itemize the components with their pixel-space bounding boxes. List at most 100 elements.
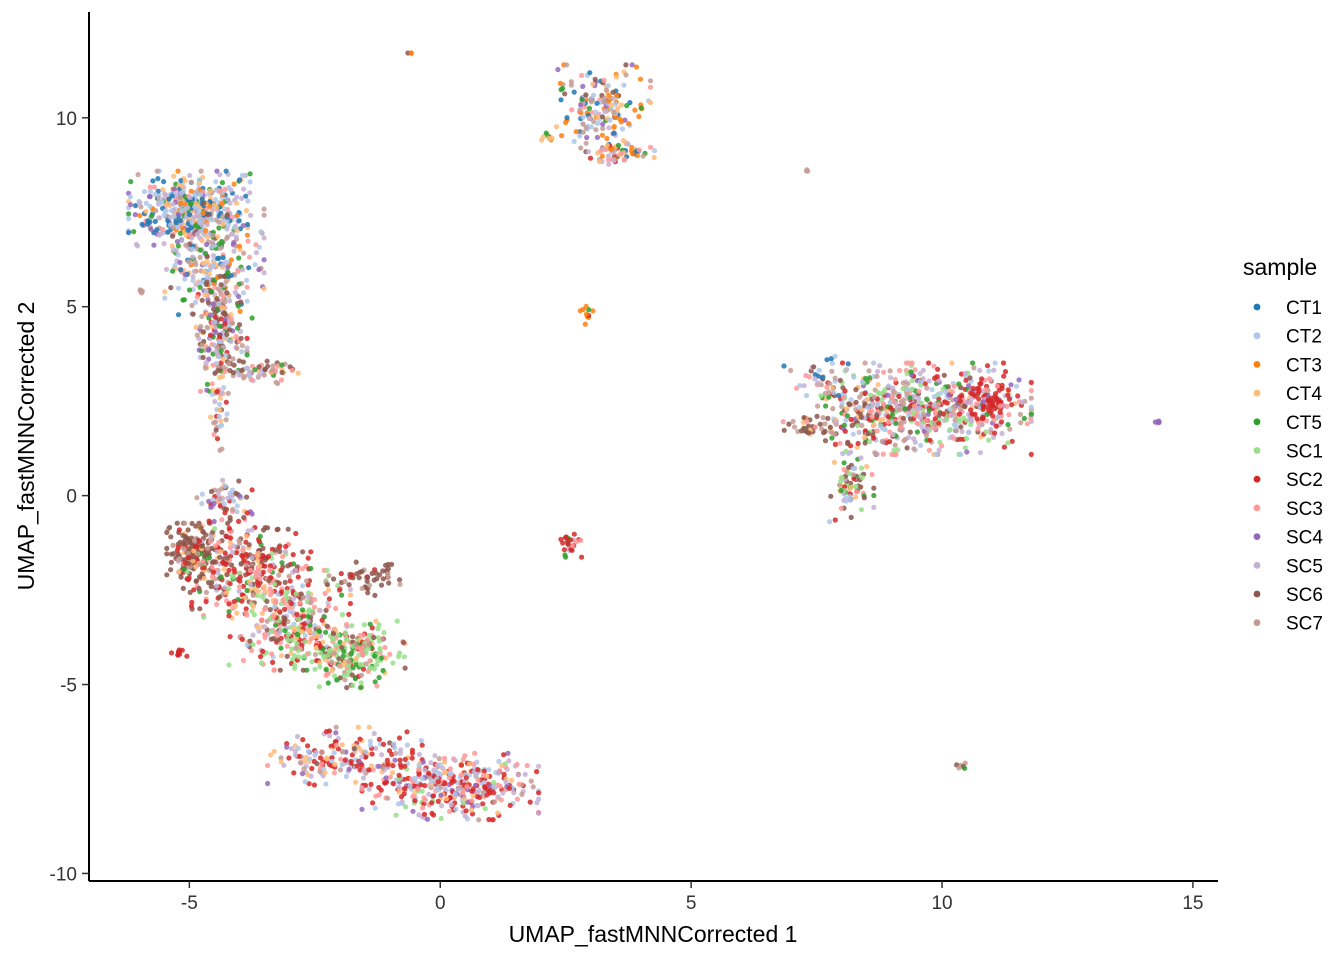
data-point bbox=[238, 561, 244, 567]
data-point bbox=[359, 585, 365, 592]
data-point bbox=[217, 172, 223, 178]
data-point bbox=[384, 757, 390, 763]
data-point bbox=[314, 761, 320, 767]
data-point bbox=[190, 273, 196, 280]
data-point bbox=[194, 189, 200, 195]
data-point bbox=[358, 680, 364, 686]
data-point bbox=[253, 250, 259, 256]
data-point bbox=[269, 651, 275, 657]
data-point bbox=[175, 168, 181, 174]
data-point bbox=[239, 172, 245, 179]
data-point bbox=[177, 230, 184, 236]
data-point bbox=[231, 498, 237, 504]
data-point bbox=[267, 592, 274, 598]
data-point bbox=[611, 130, 617, 136]
data-point bbox=[373, 570, 379, 576]
data-point bbox=[346, 766, 352, 772]
data-point bbox=[812, 376, 818, 382]
data-point bbox=[474, 794, 480, 800]
data-point bbox=[196, 207, 202, 214]
data-point bbox=[851, 476, 857, 482]
data-point bbox=[234, 200, 240, 206]
data-point bbox=[296, 654, 302, 660]
data-point bbox=[326, 596, 332, 602]
data-point bbox=[255, 625, 261, 631]
data-point bbox=[272, 581, 278, 587]
data-point bbox=[290, 637, 296, 643]
data-point bbox=[250, 592, 256, 598]
data-point bbox=[229, 487, 236, 493]
data-point bbox=[786, 421, 792, 427]
data-point bbox=[208, 504, 214, 510]
y-tick-label: 0 bbox=[66, 487, 77, 508]
data-point bbox=[372, 805, 378, 811]
data-point bbox=[171, 214, 177, 220]
data-point bbox=[1008, 382, 1014, 388]
data-point bbox=[953, 396, 959, 403]
data-point bbox=[387, 774, 393, 780]
data-point bbox=[181, 546, 187, 552]
data-point bbox=[171, 173, 177, 179]
data-point bbox=[892, 376, 898, 382]
data-point bbox=[422, 783, 428, 789]
data-point bbox=[534, 800, 540, 806]
data-point bbox=[847, 402, 853, 408]
data-point bbox=[534, 769, 540, 775]
data-point bbox=[330, 631, 337, 637]
data-point bbox=[210, 569, 217, 575]
data-point bbox=[217, 395, 223, 401]
data-point bbox=[462, 813, 468, 819]
data-point bbox=[350, 634, 356, 640]
data-point bbox=[1001, 444, 1008, 450]
data-point bbox=[514, 796, 521, 802]
x-tick-label: 10 bbox=[931, 893, 952, 914]
data-point bbox=[381, 741, 387, 747]
data-point bbox=[411, 776, 417, 782]
data-point bbox=[396, 653, 402, 660]
data-point bbox=[378, 582, 385, 588]
data-point bbox=[598, 148, 604, 154]
data-point bbox=[983, 387, 989, 393]
data-point bbox=[918, 400, 925, 406]
data-point bbox=[923, 433, 930, 439]
data-point bbox=[312, 651, 319, 658]
data-point bbox=[1002, 369, 1009, 375]
data-point bbox=[346, 658, 352, 665]
data-point bbox=[805, 423, 812, 429]
data-point bbox=[218, 316, 224, 322]
data-point bbox=[159, 198, 165, 205]
data-point bbox=[562, 534, 569, 541]
data-point bbox=[505, 750, 511, 756]
data-point bbox=[559, 133, 565, 139]
data-point bbox=[495, 770, 501, 776]
data-point bbox=[261, 206, 267, 212]
data-point bbox=[976, 396, 982, 402]
data-point bbox=[176, 569, 182, 575]
data-point bbox=[447, 770, 453, 777]
data-point bbox=[277, 667, 283, 673]
data-point bbox=[305, 609, 312, 615]
data-point bbox=[223, 279, 229, 285]
data-point bbox=[419, 742, 425, 748]
data-point bbox=[209, 244, 215, 250]
data-point bbox=[175, 312, 182, 318]
data-point bbox=[837, 440, 843, 446]
data-point bbox=[204, 241, 210, 248]
data-point bbox=[851, 374, 857, 380]
data-point bbox=[180, 532, 186, 539]
data-point bbox=[629, 62, 635, 68]
data-point bbox=[237, 308, 243, 314]
data-point bbox=[428, 760, 434, 766]
legend-swatch-sc3 bbox=[1253, 504, 1261, 512]
data-point bbox=[278, 759, 284, 765]
data-point bbox=[300, 549, 306, 555]
data-point bbox=[244, 612, 250, 618]
data-point bbox=[280, 597, 286, 603]
data-point bbox=[426, 770, 432, 776]
data-point bbox=[962, 445, 968, 451]
data-point bbox=[180, 585, 186, 592]
data-point bbox=[367, 621, 373, 627]
data-point bbox=[258, 660, 265, 666]
data-point bbox=[161, 179, 167, 185]
legend-label-sc3: SC3 bbox=[1286, 499, 1323, 520]
